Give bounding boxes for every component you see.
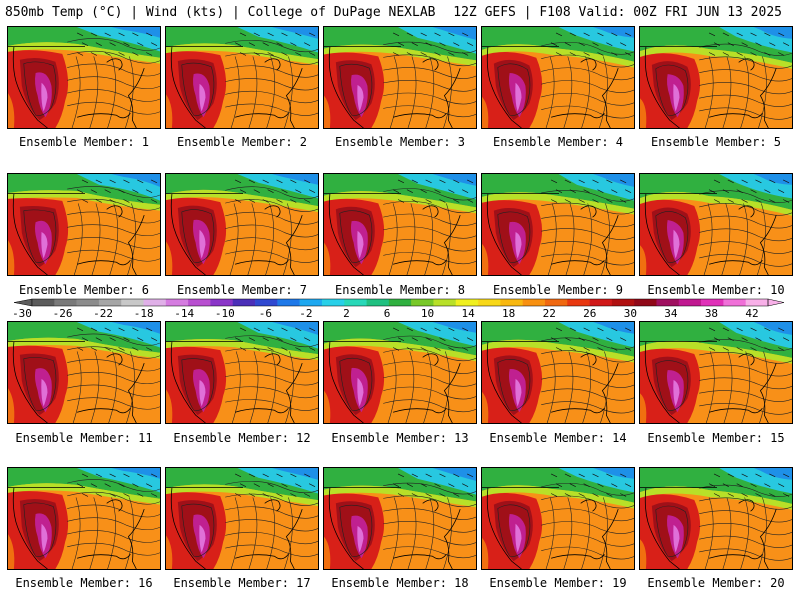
- colorbar-tick-label: -6: [259, 307, 272, 318]
- colorbar-swatch: [98, 299, 122, 306]
- colorbar-tick-label: 42: [745, 307, 758, 318]
- ensemble-member-map: [7, 321, 161, 424]
- colorbar-tick-label: 6: [384, 307, 391, 318]
- colorbar-swatch: [723, 299, 746, 306]
- ensemble-member-map: [323, 26, 477, 129]
- ensemble-member-map: [481, 26, 635, 129]
- colorbar-swatch: [210, 299, 234, 306]
- ensemble-member-map: [481, 321, 635, 424]
- ensemble-member-label: Ensemble Member: 9: [492, 283, 624, 297]
- ensemble-member-map: [481, 173, 635, 276]
- ensemble-member-map: [165, 467, 319, 570]
- ensemble-member-map: [323, 321, 477, 424]
- colorbar-tick-label: 22: [543, 307, 556, 318]
- colorbar-swatch: [567, 299, 590, 306]
- colorbar-swatch: [321, 299, 345, 306]
- colorbar-swatch: [76, 299, 100, 306]
- colorbar-swatch: [478, 299, 501, 306]
- colorbar-swatch: [232, 299, 256, 306]
- ensemble-member-map: [323, 173, 477, 276]
- colorbar-tick-label: 26: [583, 307, 596, 318]
- colorbar-swatch: [143, 299, 167, 306]
- colorbar-swatch: [745, 299, 769, 306]
- colorbar-tick-label: -10: [215, 307, 235, 318]
- ensemble-member-map: [639, 26, 793, 129]
- colorbar-tick-label: -30: [14, 307, 32, 318]
- colorbar-tick-label: 14: [461, 307, 475, 318]
- ensemble-member-label: Ensemble Member: 8: [334, 283, 466, 297]
- colorbar-tick-label: 2: [343, 307, 350, 318]
- colorbar-tick-label: 34: [664, 307, 678, 318]
- ensemble-member-map: [7, 26, 161, 129]
- ensemble-member-label: Ensemble Member: 15: [647, 431, 785, 445]
- colorbar-swatch: [522, 299, 546, 306]
- colorbar-swatch: [121, 299, 144, 306]
- colorbar-swatch: [500, 299, 523, 306]
- colorbar-swatch: [188, 299, 211, 306]
- ensemble-member-label: Ensemble Member: 1: [18, 135, 150, 149]
- colorbar-swatch: [544, 299, 568, 306]
- colorbar-swatch: [32, 299, 55, 306]
- ensemble-member-label: Ensemble Member: 17: [173, 576, 311, 590]
- colorbar-swatch: [455, 299, 479, 306]
- colorbar-swatch: [678, 299, 702, 306]
- colorbar-swatch: [611, 299, 635, 306]
- colorbar-swatch: [366, 299, 390, 306]
- ensemble-member-label: Ensemble Member: 13: [331, 431, 469, 445]
- colorbar-swatch: [388, 299, 412, 306]
- ensemble-member-map: [639, 467, 793, 570]
- ensemble-member-map: [481, 467, 635, 570]
- colorbar-tick-label: 10: [421, 307, 434, 318]
- ensemble-member-map: [165, 173, 319, 276]
- colorbar-swatch: [411, 299, 434, 306]
- colorbar-tick-label: -2: [299, 307, 312, 318]
- temperature-colorbar: -30 -26 -22 -18 -14 -10 -6 -2 2 6 10 14 18 22 26 30 34 38…: [14, 298, 786, 318]
- ensemble-member-map: [7, 173, 161, 276]
- ensemble-member-label: Ensemble Member: 16: [15, 576, 153, 590]
- ensemble-member-label: Ensemble Member: 11: [15, 431, 153, 445]
- colorbar-high-arrow: [767, 298, 785, 307]
- colorbar-swatch: [299, 299, 323, 306]
- ensemble-member-label: Ensemble Member: 6: [18, 283, 150, 297]
- ensemble-member-map: [639, 173, 793, 276]
- colorbar-swatch: [433, 299, 457, 306]
- ensemble-member-label: Ensemble Member: 3: [334, 135, 466, 149]
- colorbar-low-arrow: [14, 298, 33, 307]
- ensemble-member-map: [7, 467, 161, 570]
- colorbar-swatch: [277, 299, 300, 306]
- colorbar-tick-label: -14: [174, 307, 194, 318]
- ensemble-member-label: Ensemble Member: 2: [176, 135, 308, 149]
- ensemble-member-label: Ensemble Member: 18: [331, 576, 469, 590]
- ensemble-member-label: Ensemble Member: 7: [176, 283, 308, 297]
- colorbar-swatch: [656, 299, 680, 306]
- ensemble-member-label: Ensemble Member: 20: [647, 576, 785, 590]
- ensemble-member-label: Ensemble Member: 14: [489, 431, 627, 445]
- colorbar-swatch: [54, 299, 77, 306]
- ensemble-member-label: Ensemble Member: 19: [489, 576, 627, 590]
- colorbar-swatch: [589, 299, 613, 306]
- colorbar-swatch: [255, 299, 278, 306]
- colorbar-swatch: [634, 299, 657, 306]
- ensemble-member-map: [165, 321, 319, 424]
- model-valid-time: 12Z GEFS | F108 Valid: 00Z FRI JUN 13 20…: [453, 5, 782, 20]
- ensemble-member-map: [323, 467, 477, 570]
- colorbar-tick-label: -22: [93, 307, 113, 318]
- colorbar-swatch: [165, 299, 189, 306]
- ensemble-member-label: Ensemble Member: 10: [647, 283, 785, 297]
- ensemble-member-map: [639, 321, 793, 424]
- colorbar-tick-label: 38: [705, 307, 718, 318]
- map-title: 850mb Temp (°C) | Wind (kts) | College o…: [5, 5, 436, 20]
- ensemble-member-label: Ensemble Member: 12: [173, 431, 311, 445]
- ensemble-member-label: Ensemble Member: 4: [492, 135, 624, 149]
- colorbar-swatch: [344, 299, 367, 306]
- colorbar-tick-label: -26: [53, 307, 73, 318]
- colorbar-tick-label: -18: [134, 307, 154, 318]
- ensemble-member-label: Ensemble Member: 5: [650, 135, 782, 149]
- colorbar-tick-label: 18: [502, 307, 515, 318]
- colorbar-tick-label: 30: [624, 307, 637, 318]
- ensemble-member-map: [165, 26, 319, 129]
- colorbar-swatch: [701, 299, 724, 306]
